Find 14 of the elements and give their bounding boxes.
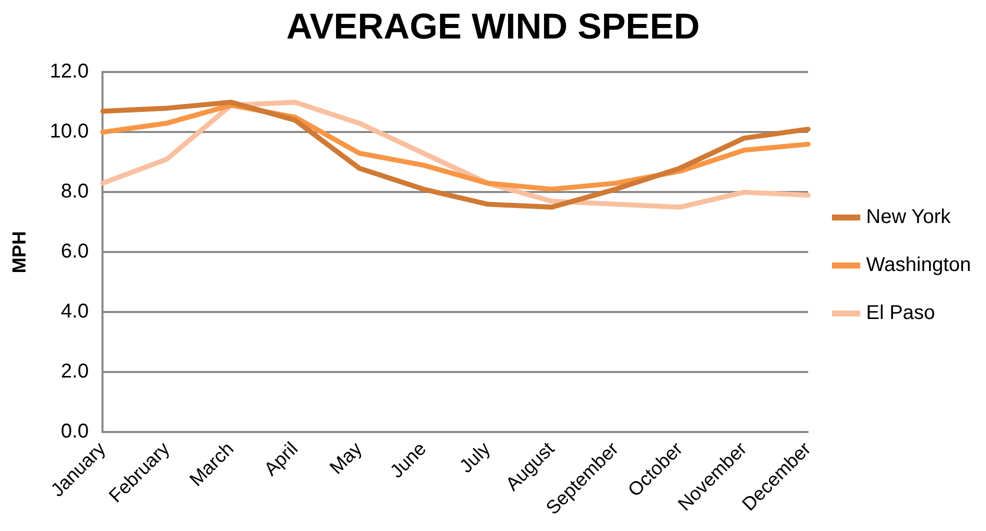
y-tick-label: 0.0 (60, 420, 89, 443)
legend-label: Washington (866, 254, 971, 276)
x-tick-label: July (456, 438, 496, 478)
y-tick-label: 12.0 (50, 60, 89, 83)
y-tick-label: 10.0 (50, 120, 89, 143)
chart-title: AVERAGE WIND SPEED (286, 6, 700, 47)
legend-label: New York (866, 206, 952, 228)
y-tick-label: 4.0 (60, 300, 89, 323)
legend-label: El Paso (866, 302, 936, 324)
y-tick-label: 8.0 (60, 180, 89, 203)
y-axis-title: MPH (10, 231, 31, 274)
x-tick-label: May (326, 438, 367, 479)
y-tick-label: 2.0 (60, 360, 89, 383)
y-tick-label: 6.0 (60, 240, 89, 263)
